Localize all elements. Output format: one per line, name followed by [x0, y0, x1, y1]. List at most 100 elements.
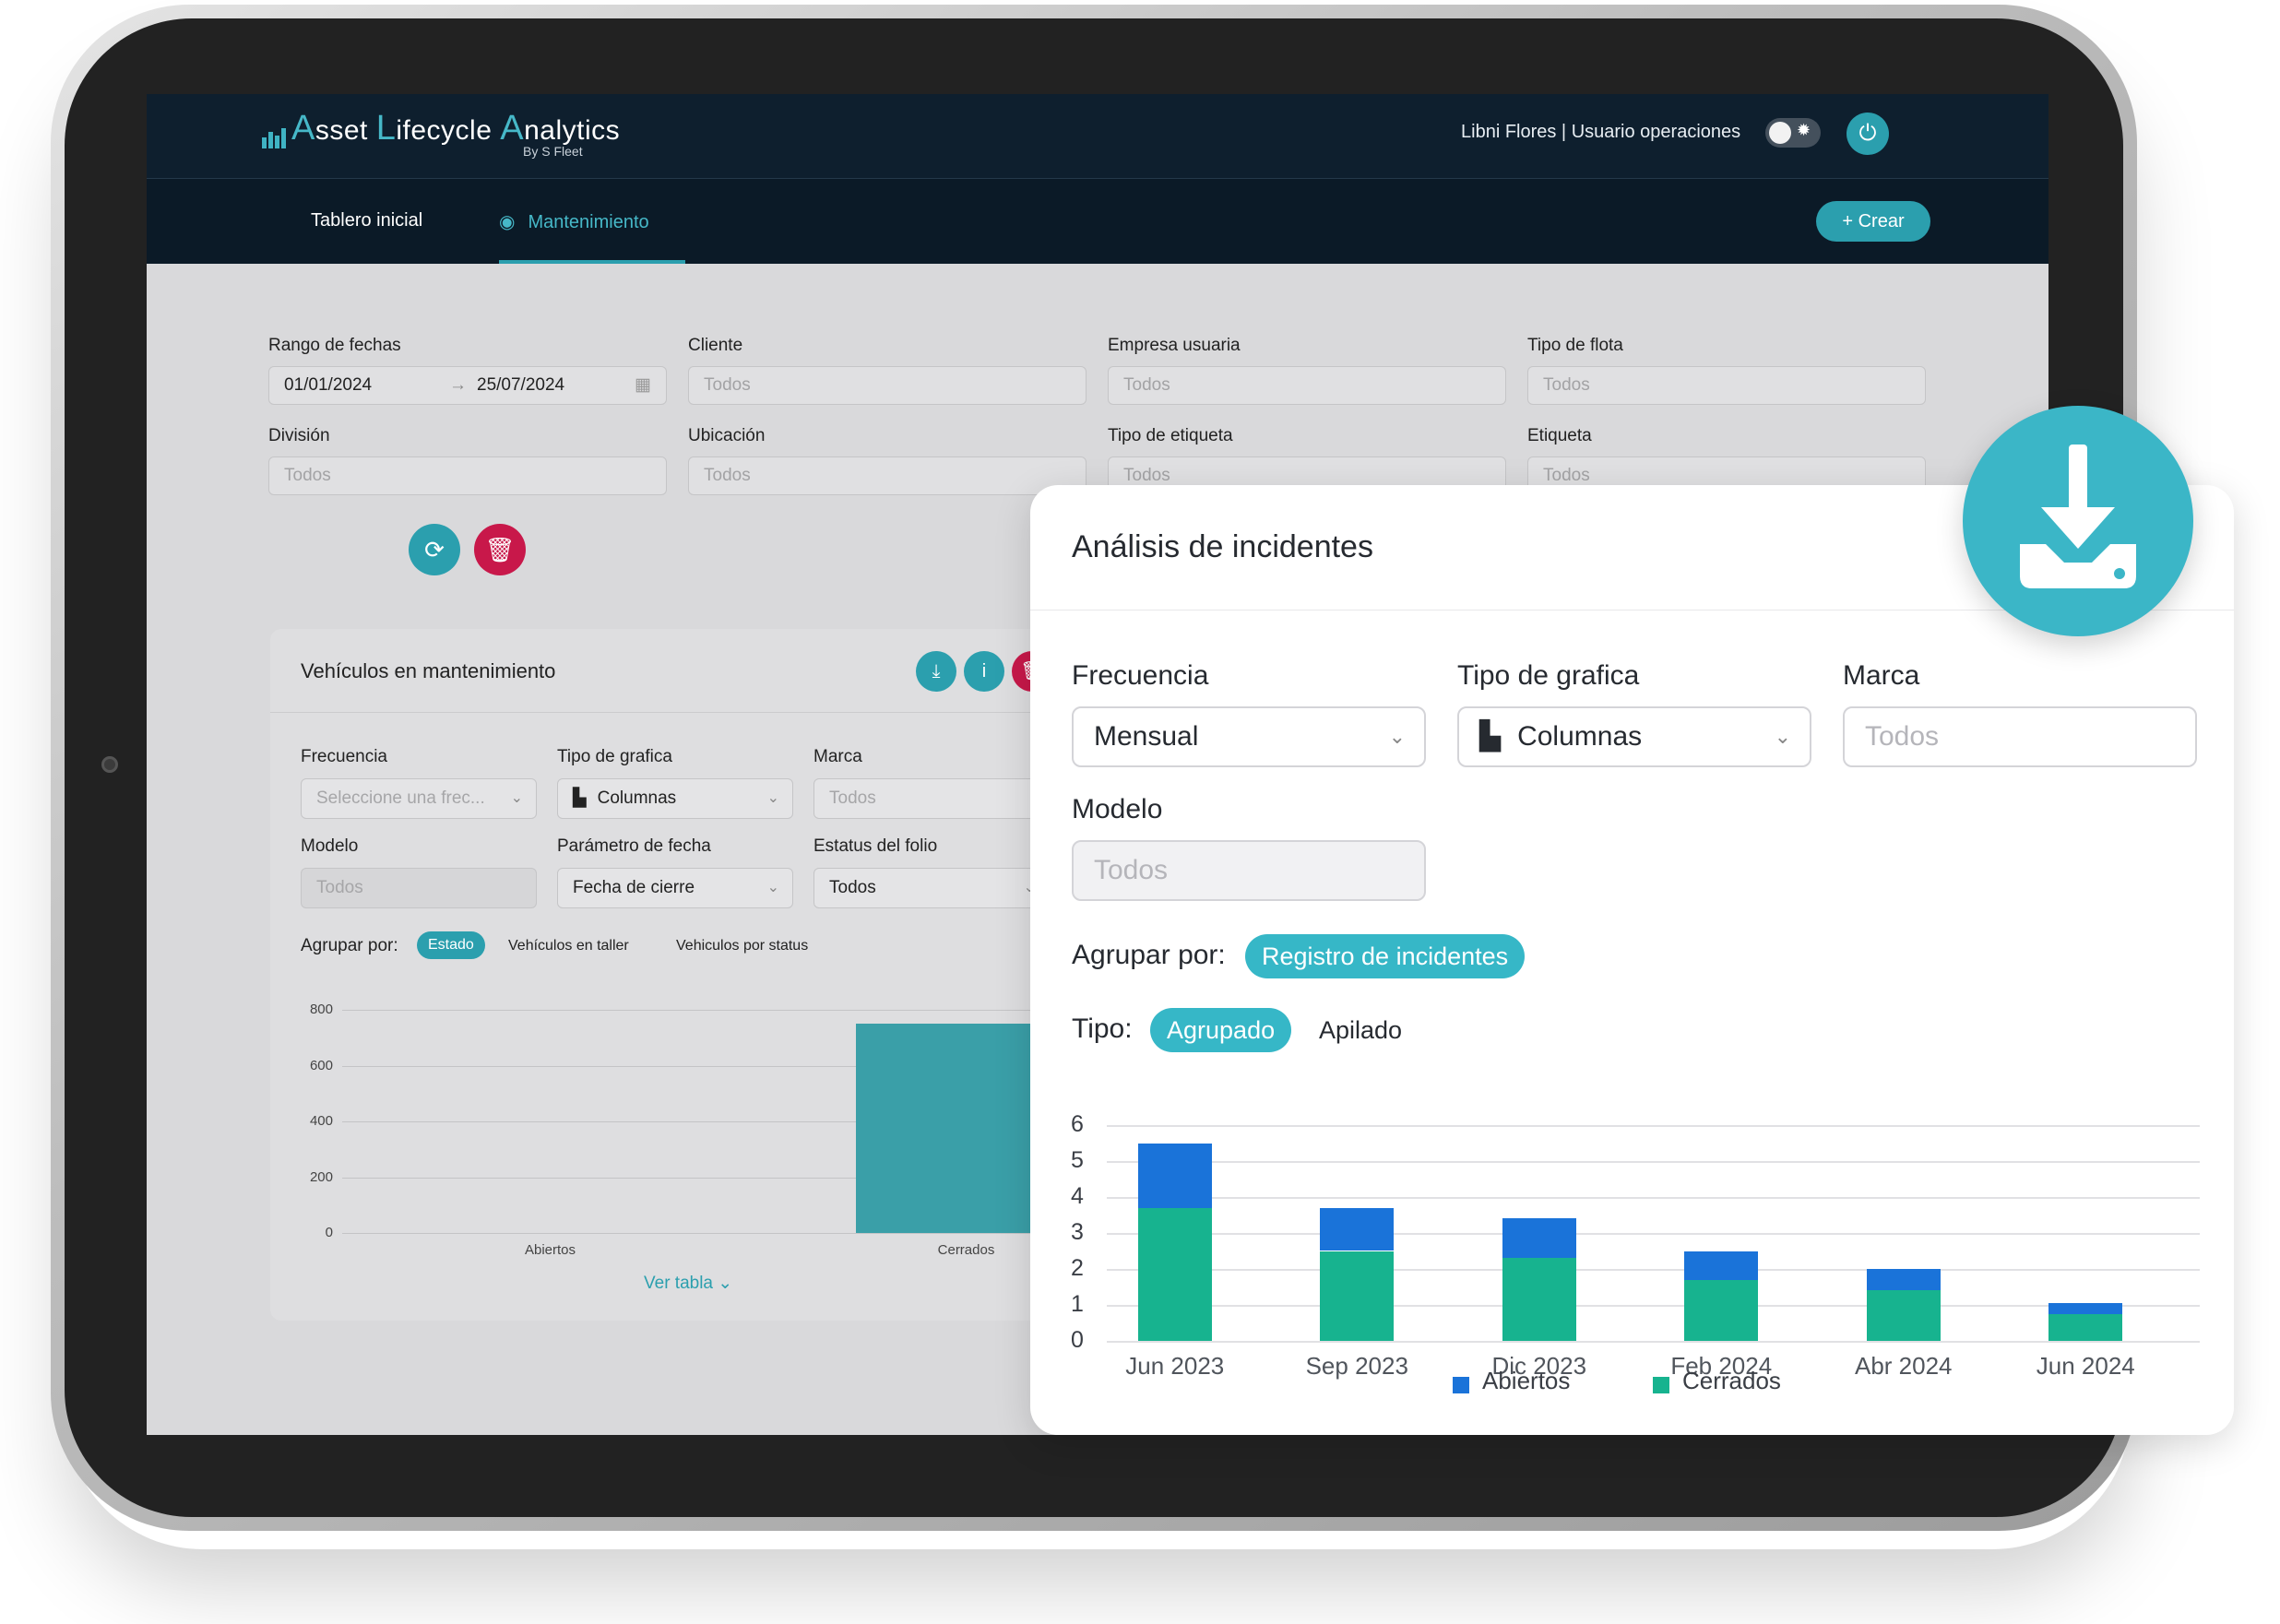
- tab-mantenimiento[interactable]: ◉ Mantenimiento: [499, 212, 649, 232]
- agrupar-taller-option[interactable]: Vehículos en taller: [508, 938, 629, 954]
- cliente-label: Cliente: [688, 336, 743, 355]
- small-chart-ytick: 0: [325, 1225, 333, 1240]
- chart-ytick: 1: [1071, 1291, 1084, 1317]
- agrupar-estado-pill[interactable]: Estado: [417, 931, 485, 959]
- card-agrupar-label: Agrupar por:: [301, 936, 398, 955]
- download-badge[interactable]: [1963, 406, 2193, 636]
- panel-frecuencia-select[interactable]: Mensual ⌄: [1072, 706, 1426, 767]
- panel-frecuencia-value: Mensual: [1094, 721, 1199, 752]
- legend-cerrados-swatch: [1653, 1377, 1669, 1393]
- card-marca-input[interactable]: Todos: [813, 778, 1050, 819]
- chart-xlabel: Feb 2024: [1670, 1352, 1773, 1380]
- chevron-down-icon: ⌄: [718, 1274, 733, 1293]
- chart-bar-cerrados[interactable]: [1320, 1251, 1395, 1341]
- create-button[interactable]: + Crear: [1816, 201, 1930, 242]
- tipo-etiqueta-label: Tipo de etiqueta: [1108, 426, 1233, 445]
- small-chart-gridline: [342, 1233, 1174, 1234]
- card-estatus-select[interactable]: Todos⌄: [813, 868, 1050, 908]
- chart-bar-cerrados[interactable]: [1684, 1279, 1759, 1341]
- panel-marca-input[interactable]: Todos: [1843, 706, 2197, 767]
- chart-bar-abiertos[interactable]: [1502, 1218, 1576, 1259]
- tipo-agrupado-pill[interactable]: Agrupado: [1150, 1008, 1292, 1052]
- analisis-panel: Análisis de incidentes Frecuencia Mensua…: [1030, 485, 2234, 1435]
- date-start: 01/01/2024: [284, 375, 373, 395]
- card-parametro-value: Fecha de cierre: [573, 878, 695, 897]
- chart-bar-abiertos[interactable]: [2048, 1303, 2123, 1314]
- chart-bar-cerrados[interactable]: [1866, 1290, 1941, 1341]
- ubicacion-label: Ubicación: [688, 426, 766, 445]
- app-logo: Asset Lifecycle Analytics: [262, 109, 620, 148]
- small-chart-gridline: [342, 1121, 1174, 1122]
- card-tipo-grafica-select[interactable]: ▙ Columnas ⌄: [557, 778, 793, 819]
- chart-xlabel: Jun 2023: [1125, 1352, 1225, 1380]
- panel-tipo-label: Tipo:: [1072, 1014, 1133, 1044]
- empresa-label: Empresa usuaria: [1108, 336, 1241, 355]
- card-title: Vehículos en mantenimiento: [301, 659, 556, 682]
- chart-bar-cerrados[interactable]: [1502, 1258, 1576, 1341]
- legend-cerrados-label: Cerrados: [1682, 1367, 1781, 1394]
- chart-bar-cerrados[interactable]: [2048, 1313, 2123, 1341]
- active-tab-indicator: [499, 260, 685, 264]
- card-tipo-grafica-label: Tipo de grafica: [557, 747, 672, 766]
- chart-bar-abiertos[interactable]: [1866, 1269, 1941, 1291]
- card-parametro-select[interactable]: Fecha de cierre ⌄: [557, 868, 793, 908]
- chart-ytick: 3: [1071, 1219, 1084, 1245]
- division-input[interactable]: Todos: [268, 456, 667, 495]
- ubicacion-input[interactable]: Todos: [688, 456, 1087, 495]
- card-modelo-label: Modelo: [301, 836, 359, 856]
- logo-subtitle: By S Fleet: [523, 144, 583, 159]
- power-button[interactable]: ⏻: [1847, 113, 1889, 155]
- card-info-button[interactable]: i: [964, 651, 1004, 692]
- refresh-icon: ⟳: [424, 536, 445, 563]
- chart-xlabel: Dic 2023: [1491, 1352, 1587, 1380]
- chart-bar-abiertos[interactable]: [1320, 1207, 1395, 1251]
- legend-abiertos-swatch: [1453, 1377, 1469, 1393]
- small-chart-ytick: 400: [309, 1113, 333, 1129]
- tipo-flota-input[interactable]: Todos: [1527, 366, 1926, 405]
- power-icon: ⏻: [1858, 121, 1877, 146]
- panel-tipo-grafica-select[interactable]: ▙ Columnas ⌄: [1457, 706, 1811, 767]
- chart-bar-cerrados[interactable]: [1137, 1207, 1212, 1341]
- calendar-icon: ▦: [635, 375, 651, 395]
- card-frecuencia-label: Frecuencia: [301, 747, 387, 766]
- chevron-down-icon: ⌄: [1774, 725, 1791, 748]
- refresh-button[interactable]: ⟳: [409, 524, 460, 575]
- card-download-button[interactable]: ⤓: [916, 651, 956, 692]
- card-divider: [270, 712, 1193, 713]
- chart-gridline: [1107, 1197, 2200, 1199]
- ver-tabla-label: Ver tabla: [644, 1274, 713, 1293]
- tipo-apilado-option[interactable]: Apilado: [1319, 1016, 1403, 1044]
- small-chart-gridline: [342, 1065, 1174, 1067]
- tipo-flota-label: Tipo de flota: [1527, 336, 1623, 355]
- theme-toggle[interactable]: ✹: [1765, 118, 1821, 148]
- card-frecuencia-select[interactable]: Seleccione una frec... ⌄: [301, 778, 537, 819]
- delete-filters-button[interactable]: 🗑: [474, 524, 526, 575]
- info-icon: i: [981, 661, 987, 682]
- date-range-input[interactable]: 01/01/2024 → 25/07/2024 ▦: [268, 366, 667, 405]
- agrupar-status-option[interactable]: Vehiculos por status: [676, 938, 809, 954]
- chart-bar-abiertos[interactable]: [1137, 1143, 1212, 1208]
- chart-gridline: [1107, 1305, 2200, 1307]
- chart-gridline: [1107, 1269, 2200, 1271]
- tab-tablero-inicial[interactable]: Tablero inicial: [311, 210, 423, 231]
- card-modelo-input[interactable]: Todos: [301, 868, 537, 908]
- card-estatus-label: Estatus del folio: [813, 836, 938, 856]
- small-chart-xlabel: Abiertos: [524, 1242, 576, 1258]
- agrupar-registro-pill[interactable]: Registro de incidentes: [1245, 934, 1526, 978]
- date-end: 25/07/2024: [477, 375, 565, 395]
- chart-ytick: 6: [1071, 1111, 1084, 1137]
- trash-icon: 🗑: [484, 536, 516, 563]
- etiqueta-label: Etiqueta: [1527, 426, 1592, 445]
- panel-tipo-grafica-label: Tipo de grafica: [1457, 660, 1640, 691]
- empresa-input[interactable]: Todos: [1108, 366, 1506, 405]
- chart-gridline: [1107, 1233, 2200, 1235]
- ver-tabla-link[interactable]: Ver tabla ⌄: [644, 1273, 732, 1294]
- chart-bar-abiertos[interactable]: [1684, 1251, 1759, 1280]
- chart-gridline: [1107, 1341, 2200, 1343]
- chart-ytick: 2: [1071, 1255, 1084, 1281]
- division-label: División: [268, 426, 330, 445]
- panel-modelo-input[interactable]: Todos: [1072, 840, 1426, 901]
- chart-ytick: 5: [1071, 1147, 1084, 1173]
- cliente-input[interactable]: Todos: [688, 366, 1087, 405]
